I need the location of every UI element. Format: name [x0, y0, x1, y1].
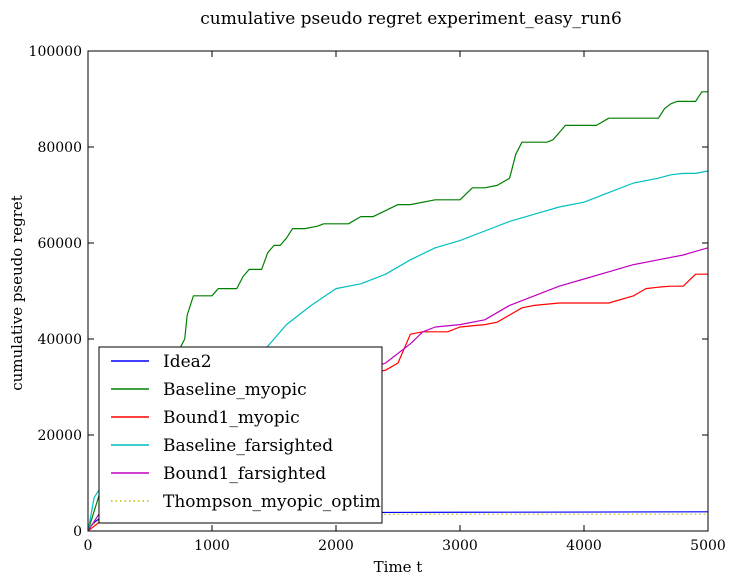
x-tick-label-4: 4000 [566, 538, 602, 554]
ticks-layer: 0 1000 2000 3000 4000 5000 0 20000 40000 60000 800… [29, 44, 726, 554]
plot-frame [87, 50, 709, 532]
legend-label-3: Baseline_farsighted [163, 436, 333, 456]
legend-label-1: Baseline_myopic [163, 380, 307, 400]
legend-label-0: Idea2 [163, 352, 212, 372]
legend-label-2: Bound1_myopic [163, 408, 300, 428]
legend-label-5: Thompson_myopic_optim [163, 492, 381, 512]
x-axis-label: Time t [374, 558, 423, 576]
x-tick-label-3: 3000 [442, 538, 478, 554]
legend-box [98, 346, 383, 524]
chart-title: cumulative pseudo regret experiment_easy… [200, 9, 622, 29]
x-tick-label-1: 1000 [194, 538, 230, 554]
y-tick-label-2: 40000 [37, 332, 82, 348]
x-tick-label-2: 2000 [318, 538, 354, 554]
legend: Idea2 Baseline_myopic Bound1_myopic Baselin… [98, 346, 383, 524]
y-tick-label-3: 60000 [37, 236, 82, 252]
y-tick-label-0: 0 [73, 524, 82, 540]
x-tick-label-0: 0 [84, 538, 93, 554]
y-tick-label-5: 100000 [29, 44, 82, 60]
y-tick-label-1: 20000 [37, 428, 82, 444]
legend-label-4: Bound1_farsighted [163, 464, 326, 484]
series-line-1 [88, 91, 708, 531]
y-tick-label-4: 80000 [37, 140, 82, 156]
y-axis-label: cumulative pseudo regret [8, 195, 26, 391]
x-tick-label-5: 5000 [690, 538, 726, 554]
